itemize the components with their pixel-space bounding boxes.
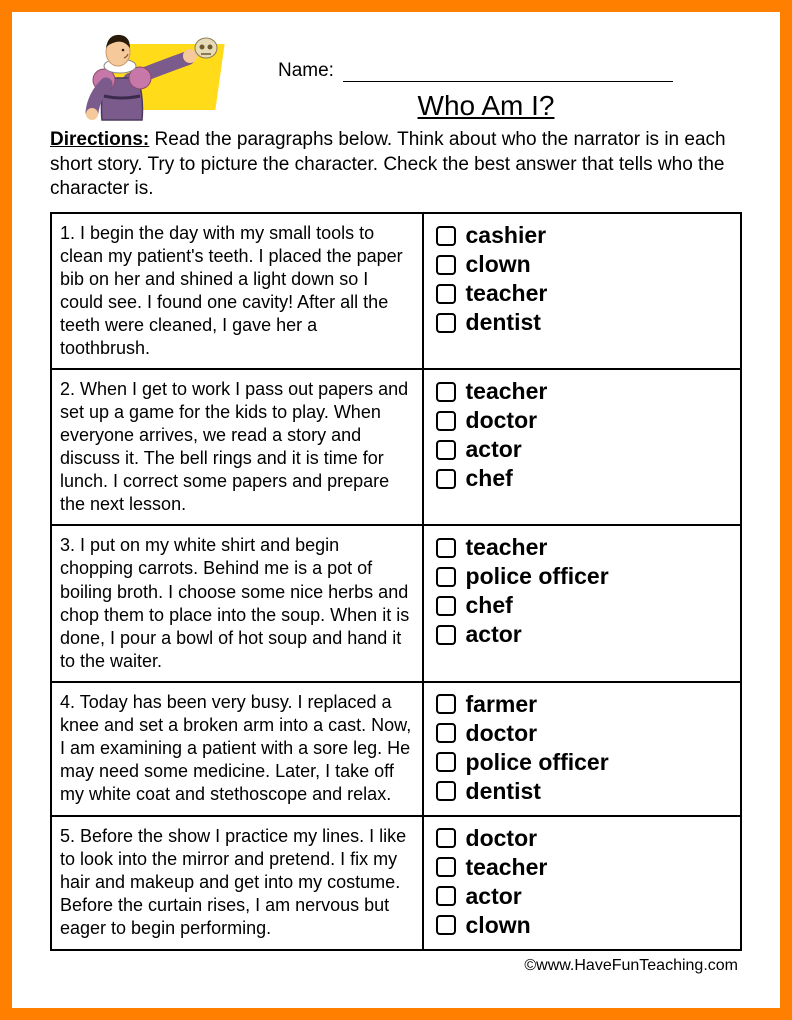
option-label: chef — [466, 465, 513, 492]
directions-label: Directions: — [50, 129, 149, 150]
footer-credit: ©www.HaveFunTeaching.com — [50, 957, 742, 975]
checkbox[interactable] — [436, 469, 456, 489]
option: farmer — [436, 691, 732, 718]
question-options: cashier clown teacher dentist — [424, 214, 740, 368]
header: Name: Who Am I? — [50, 30, 742, 124]
option: actor — [436, 621, 732, 648]
option: teacher — [436, 378, 732, 405]
option-label: doctor — [466, 407, 538, 434]
question-row: 2. When I get to work I pass out papers … — [52, 370, 740, 526]
name-label: Name: — [278, 60, 334, 81]
option-label: doctor — [466, 825, 538, 852]
checkbox[interactable] — [436, 440, 456, 460]
option-label: clown — [466, 912, 531, 939]
hamlet-figure-icon — [50, 30, 230, 125]
option: dentist — [436, 778, 732, 805]
checkbox[interactable] — [436, 857, 456, 877]
checkbox[interactable] — [436, 828, 456, 848]
option: teacher — [436, 280, 732, 307]
question-row: 5. Before the show I practice my lines. … — [52, 817, 740, 949]
checkbox[interactable] — [436, 313, 456, 333]
option: teacher — [436, 854, 732, 881]
directions: Directions: Read the paragraphs below. T… — [50, 128, 742, 202]
option-label: doctor — [466, 720, 538, 747]
option: clown — [436, 251, 732, 278]
name-field-row: Name: — [230, 60, 742, 82]
question-paragraph: 4. Today has been very busy. I replaced … — [52, 683, 424, 815]
checkbox[interactable] — [436, 886, 456, 906]
checkbox[interactable] — [436, 226, 456, 246]
question-row: 4. Today has been very busy. I replaced … — [52, 683, 740, 817]
option: actor — [436, 436, 732, 463]
option-label: teacher — [466, 854, 548, 881]
question-paragraph: 5. Before the show I practice my lines. … — [52, 817, 424, 949]
question-options: teacher police officer chef actor — [424, 526, 740, 680]
name-blank-line[interactable] — [343, 81, 673, 82]
question-row: 3. I put on my white shirt and begin cho… — [52, 526, 740, 682]
option: clown — [436, 912, 732, 939]
checkbox[interactable] — [436, 752, 456, 772]
option: police officer — [436, 749, 732, 776]
option: cashier — [436, 222, 732, 249]
option-label: actor — [466, 621, 522, 648]
checkbox[interactable] — [436, 411, 456, 431]
checkbox[interactable] — [436, 694, 456, 714]
option-label: actor — [466, 883, 522, 910]
worksheet-title: Who Am I? — [230, 90, 742, 122]
option: doctor — [436, 825, 732, 852]
hamlet-illustration — [50, 30, 230, 120]
option: chef — [436, 592, 732, 619]
option: dentist — [436, 309, 732, 336]
name-and-title: Name: Who Am I? — [230, 30, 742, 124]
question-options: doctor teacher actor clown — [424, 817, 740, 949]
checkbox[interactable] — [436, 567, 456, 587]
option-label: teacher — [466, 534, 548, 561]
question-paragraph: 3. I put on my white shirt and begin cho… — [52, 526, 424, 680]
checkbox[interactable] — [436, 781, 456, 801]
option-label: cashier — [466, 222, 547, 249]
checkbox[interactable] — [436, 723, 456, 743]
option-label: farmer — [466, 691, 538, 718]
option-label: clown — [466, 251, 531, 278]
checkbox[interactable] — [436, 255, 456, 275]
questions-table: 1. I begin the day with my small tools t… — [50, 212, 742, 951]
checkbox[interactable] — [436, 382, 456, 402]
question-paragraph: 1. I begin the day with my small tools t… — [52, 214, 424, 368]
worksheet-page: Name: Who Am I? Directions: Read the par… — [12, 12, 780, 1008]
option-label: dentist — [466, 309, 541, 336]
directions-body: Read the paragraphs below. Think about w… — [50, 129, 726, 199]
option: doctor — [436, 407, 732, 434]
option-label: actor — [466, 436, 522, 463]
checkbox[interactable] — [436, 596, 456, 616]
option: teacher — [436, 534, 732, 561]
option: actor — [436, 883, 732, 910]
option-label: police officer — [466, 749, 609, 776]
question-paragraph: 2. When I get to work I pass out papers … — [52, 370, 424, 524]
option-label: police officer — [466, 563, 609, 590]
option-label: teacher — [466, 280, 548, 307]
checkbox[interactable] — [436, 625, 456, 645]
checkbox[interactable] — [436, 538, 456, 558]
option-label: teacher — [466, 378, 548, 405]
option-label: chef — [466, 592, 513, 619]
checkbox[interactable] — [436, 284, 456, 304]
checkbox[interactable] — [436, 915, 456, 935]
option: chef — [436, 465, 732, 492]
question-options: teacher doctor actor chef — [424, 370, 740, 524]
option-label: dentist — [466, 778, 541, 805]
option: doctor — [436, 720, 732, 747]
option: police officer — [436, 563, 732, 590]
question-row: 1. I begin the day with my small tools t… — [52, 214, 740, 370]
question-options: farmer doctor police officer dentist — [424, 683, 740, 815]
